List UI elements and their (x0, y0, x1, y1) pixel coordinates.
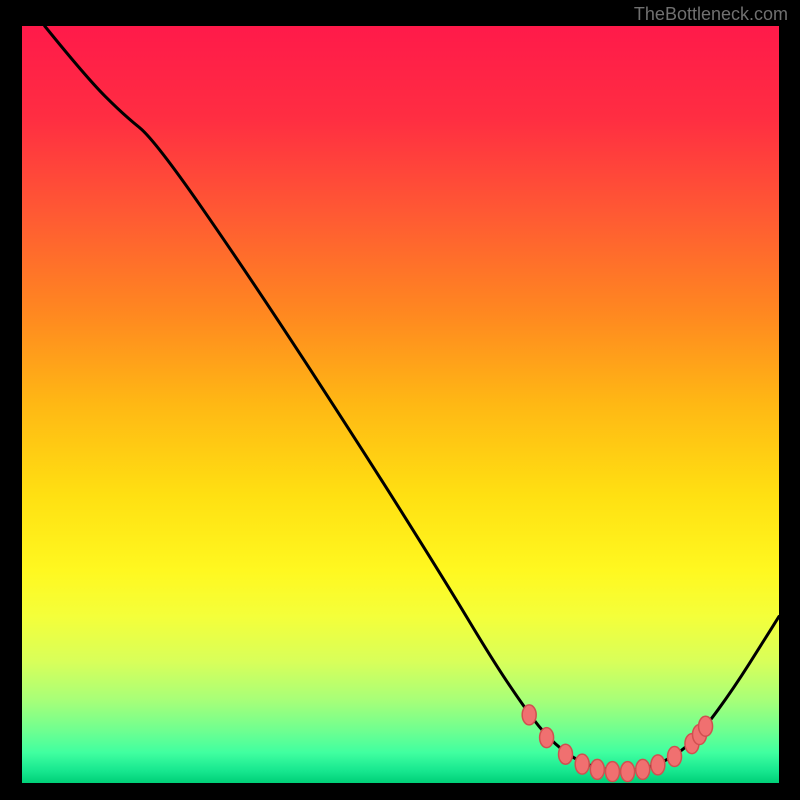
curve-marker (651, 755, 665, 775)
curve-marker (621, 762, 635, 782)
chart-plot-area (22, 26, 779, 783)
curve-marker (636, 759, 650, 779)
curve-marker (540, 728, 554, 748)
curve-marker (575, 754, 589, 774)
curve-marker (590, 759, 604, 779)
curve-marker (522, 705, 536, 725)
attribution-text: TheBottleneck.com (634, 4, 788, 25)
curve-marker (668, 747, 682, 767)
chart-background (22, 26, 779, 783)
curve-marker (699, 716, 713, 736)
curve-marker (605, 762, 619, 782)
chart-svg (22, 26, 779, 783)
curve-marker (559, 744, 573, 764)
